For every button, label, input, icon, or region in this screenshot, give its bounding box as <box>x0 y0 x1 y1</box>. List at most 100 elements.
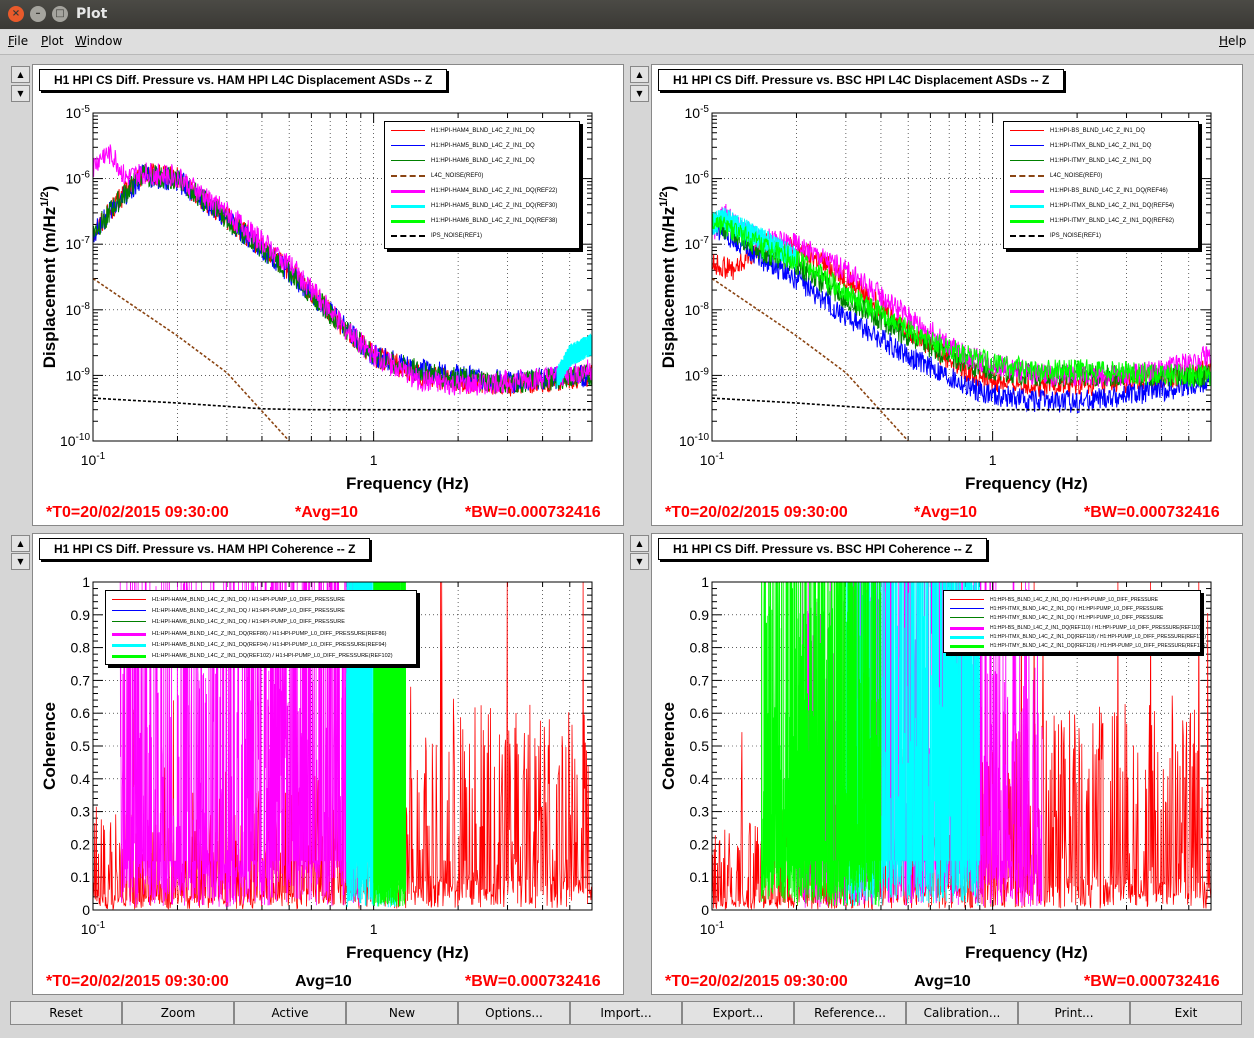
series-line <box>93 144 592 396</box>
maximize-window-button[interactable]: □ <box>52 6 68 22</box>
x-tick-label: 1 <box>370 921 378 937</box>
legend-swatch <box>112 599 146 600</box>
legend-label: H1:HPI-HAM5_BLND_L4C_Z_IN1_DQ / H1:HPI-P… <box>152 608 345 615</box>
plot-title: H1 HPI CS Diff. Pressure vs. BSC HPI Coh… <box>658 538 988 560</box>
print-button[interactable]: Print... <box>1018 1001 1130 1025</box>
pane-2-down-arrow-button[interactable]: ▼ <box>630 85 649 102</box>
series-line <box>119 582 362 908</box>
close-window-button[interactable]: × <box>8 6 24 22</box>
import-button[interactable]: Import... <box>570 1001 682 1025</box>
y-tick-label: 1 <box>82 574 90 590</box>
plot-pane-3[interactable]: H1 HPI CS Diff. Pressure vs. HAM HPI Coh… <box>32 533 624 995</box>
legend-label: H1:HPI-BS_BLND_L4C_Z_IN1_DQ(REF46) <box>1050 188 1168 194</box>
plot-title: H1 HPI CS Diff. Pressure vs. HAM HPI Coh… <box>39 538 371 560</box>
window-title: Plot <box>76 6 108 22</box>
y-tick-label: 0.3 <box>71 804 91 820</box>
y-tick-label: 10-5 <box>66 104 91 121</box>
footer-bw: *BW=0.000732416 <box>1084 973 1220 990</box>
export-button[interactable]: Export... <box>682 1001 794 1025</box>
legend[interactable]: H1:HPI-BS_BLND_L4C_Z_IN1_DQ / H1:HPI-PUM… <box>943 590 1207 653</box>
legend-label: H1:HPI-HAM5_BLND_L4C_Z_IN1_DQ(REF94) / H… <box>152 641 387 648</box>
legend-label: H1:HPI-ITMY_BLND_L4C_Z_IN1_DQ <box>1050 158 1152 164</box>
y-tick-label: 0.6 <box>71 705 91 721</box>
y-tick-label: 0.2 <box>690 836 710 852</box>
footer-bw: *BW=0.000732416 <box>465 504 601 521</box>
legend-label: H1:HPI-HAM5_BLND_L4C_Z_IN1_DQ <box>431 143 535 149</box>
pane-2-up-arrow-button[interactable]: ▲ <box>630 66 649 83</box>
legend-swatch <box>112 643 146 647</box>
legend-label: H1:HPI-ITMX_BLND_L4C_Z_IN1_DQ / H1:HPI-P… <box>990 606 1164 613</box>
y-tick-label: 0.1 <box>71 869 91 885</box>
menu-file[interactable]: File <box>8 34 29 48</box>
series-line <box>761 582 882 907</box>
legend-swatch <box>391 175 425 177</box>
menu-help[interactable]: Help <box>1219 34 1247 48</box>
legend-label: H1:HPI-HAM6_BLND_L4C_Z_IN1_DQ <box>431 158 535 164</box>
footer-avg: *Avg=10 <box>914 504 977 521</box>
legend-swatch <box>391 220 425 223</box>
zoom-button[interactable]: Zoom <box>122 1001 234 1025</box>
y-tick-label: 10-6 <box>685 170 710 187</box>
reference-button[interactable]: Reference... <box>794 1001 906 1025</box>
legend-label: L4C_NOISE(REF0) <box>431 173 484 179</box>
y-tick-label: 0.7 <box>71 672 91 688</box>
chart-svg[interactable]: 10-10 10-9 10-8 10-7 10-6 10-5 10-1 1 Frequency … <box>33 65 623 525</box>
series-line <box>556 333 592 389</box>
legend-swatch <box>1010 145 1044 146</box>
footer-t0: *T0=20/02/2015 09:30:00 <box>46 504 229 521</box>
x-axis-label: Frequency (Hz) <box>965 943 1088 962</box>
plot-pane-1[interactable]: H1 HPI CS Diff. Pressure vs. HAM HPI L4C… <box>32 64 624 526</box>
y-tick-label: 0.9 <box>71 607 91 623</box>
series-group <box>93 144 592 441</box>
footer-avg: *Avg=10 <box>295 504 358 521</box>
legend-label: H1:HPI-ITMY_BLND_L4C_Z_IN1_DQ(REF126) / … <box>990 642 1207 649</box>
y-tick-label: 0.4 <box>71 771 91 787</box>
legend[interactable]: H1:HPI-HAM4_BLND_L4C_Z_IN1_DQ H1:HPI-HAM5… <box>384 121 580 249</box>
legend-swatch <box>1010 235 1044 237</box>
series-group <box>712 582 1211 910</box>
legend-label: H1:HPI-ITMX_BLND_L4C_Z_IN1_DQ(REF118) / … <box>990 633 1206 640</box>
legend-swatch <box>950 608 984 610</box>
calibration-button[interactable]: Calibration... <box>906 1001 1018 1025</box>
y-tick-label: 10-5 <box>685 104 710 121</box>
legend-label: H1:HPI-ITMY_BLND_L4C_Z_IN1_DQ / H1:HPI-P… <box>990 615 1164 622</box>
series-line <box>712 397 1211 411</box>
exit-button[interactable]: Exit <box>1130 1001 1242 1025</box>
pane-3-up-arrow-button[interactable]: ▲ <box>11 535 30 552</box>
menu-plot[interactable]: Plot <box>41 34 64 48</box>
menu-window[interactable]: Window <box>75 34 123 48</box>
series-line <box>93 277 290 441</box>
legend-swatch <box>112 621 146 623</box>
x-axis-label: Frequency (Hz) <box>965 474 1088 493</box>
y-tick-label: 0.5 <box>71 738 91 754</box>
active-button[interactable]: Active <box>234 1001 346 1025</box>
legend-swatch <box>950 644 984 648</box>
minimize-window-button[interactable]: – <box>30 6 46 22</box>
series-line <box>712 213 1211 388</box>
legend[interactable]: H1:HPI-HAM4_BLND_L4C_Z_IN1_DQ / H1:HPI-P… <box>105 590 417 665</box>
new-button[interactable]: New <box>346 1001 458 1025</box>
footer-t0: *T0=20/02/2015 09:30:00 <box>665 973 848 990</box>
plot-frame <box>92 112 593 442</box>
pane-4-down-arrow-button[interactable]: ▼ <box>630 553 649 570</box>
legend[interactable]: H1:HPI-BS_BLND_L4C_Z_IN1_DQ H1:HPI-ITMX_B… <box>1003 121 1199 249</box>
legend-label: H1:HPI-HAM4_BLND_L4C_Z_IN1_DQ <box>431 128 535 134</box>
pane-1-down-arrow-button[interactable]: ▼ <box>11 85 30 102</box>
reset-button[interactable]: Reset <box>10 1001 122 1025</box>
pane-1-up-arrow-button[interactable]: ▲ <box>11 66 30 83</box>
options-button[interactable]: Options... <box>458 1001 570 1025</box>
x-tick-label: 1 <box>989 921 997 937</box>
x-axis-label: Frequency (Hz) <box>346 943 469 962</box>
pane-3-down-arrow-button[interactable]: ▼ <box>11 553 30 570</box>
plot-pane-2[interactable]: H1 HPI CS Diff. Pressure vs. BSC HPI L4C… <box>651 64 1243 526</box>
y-tick-label: 0.5 <box>690 738 710 754</box>
plot-pane-4[interactable]: H1 HPI CS Diff. Pressure vs. BSC HPI Coh… <box>651 533 1243 995</box>
pane-4-up-arrow-button[interactable]: ▲ <box>630 535 649 552</box>
legend-label: H1:HPI-BS_BLND_L4C_Z_IN1_DQ <box>1050 128 1146 134</box>
legend-label: H1:HPI-HAM4_BLND_L4C_Z_IN1_DQ(REF86) / H… <box>152 630 387 637</box>
series-line <box>93 164 592 394</box>
y-tick-label: 0.3 <box>690 804 710 820</box>
series-line <box>712 217 1211 414</box>
legend-swatch <box>1010 190 1044 193</box>
legend-swatch <box>112 654 146 658</box>
